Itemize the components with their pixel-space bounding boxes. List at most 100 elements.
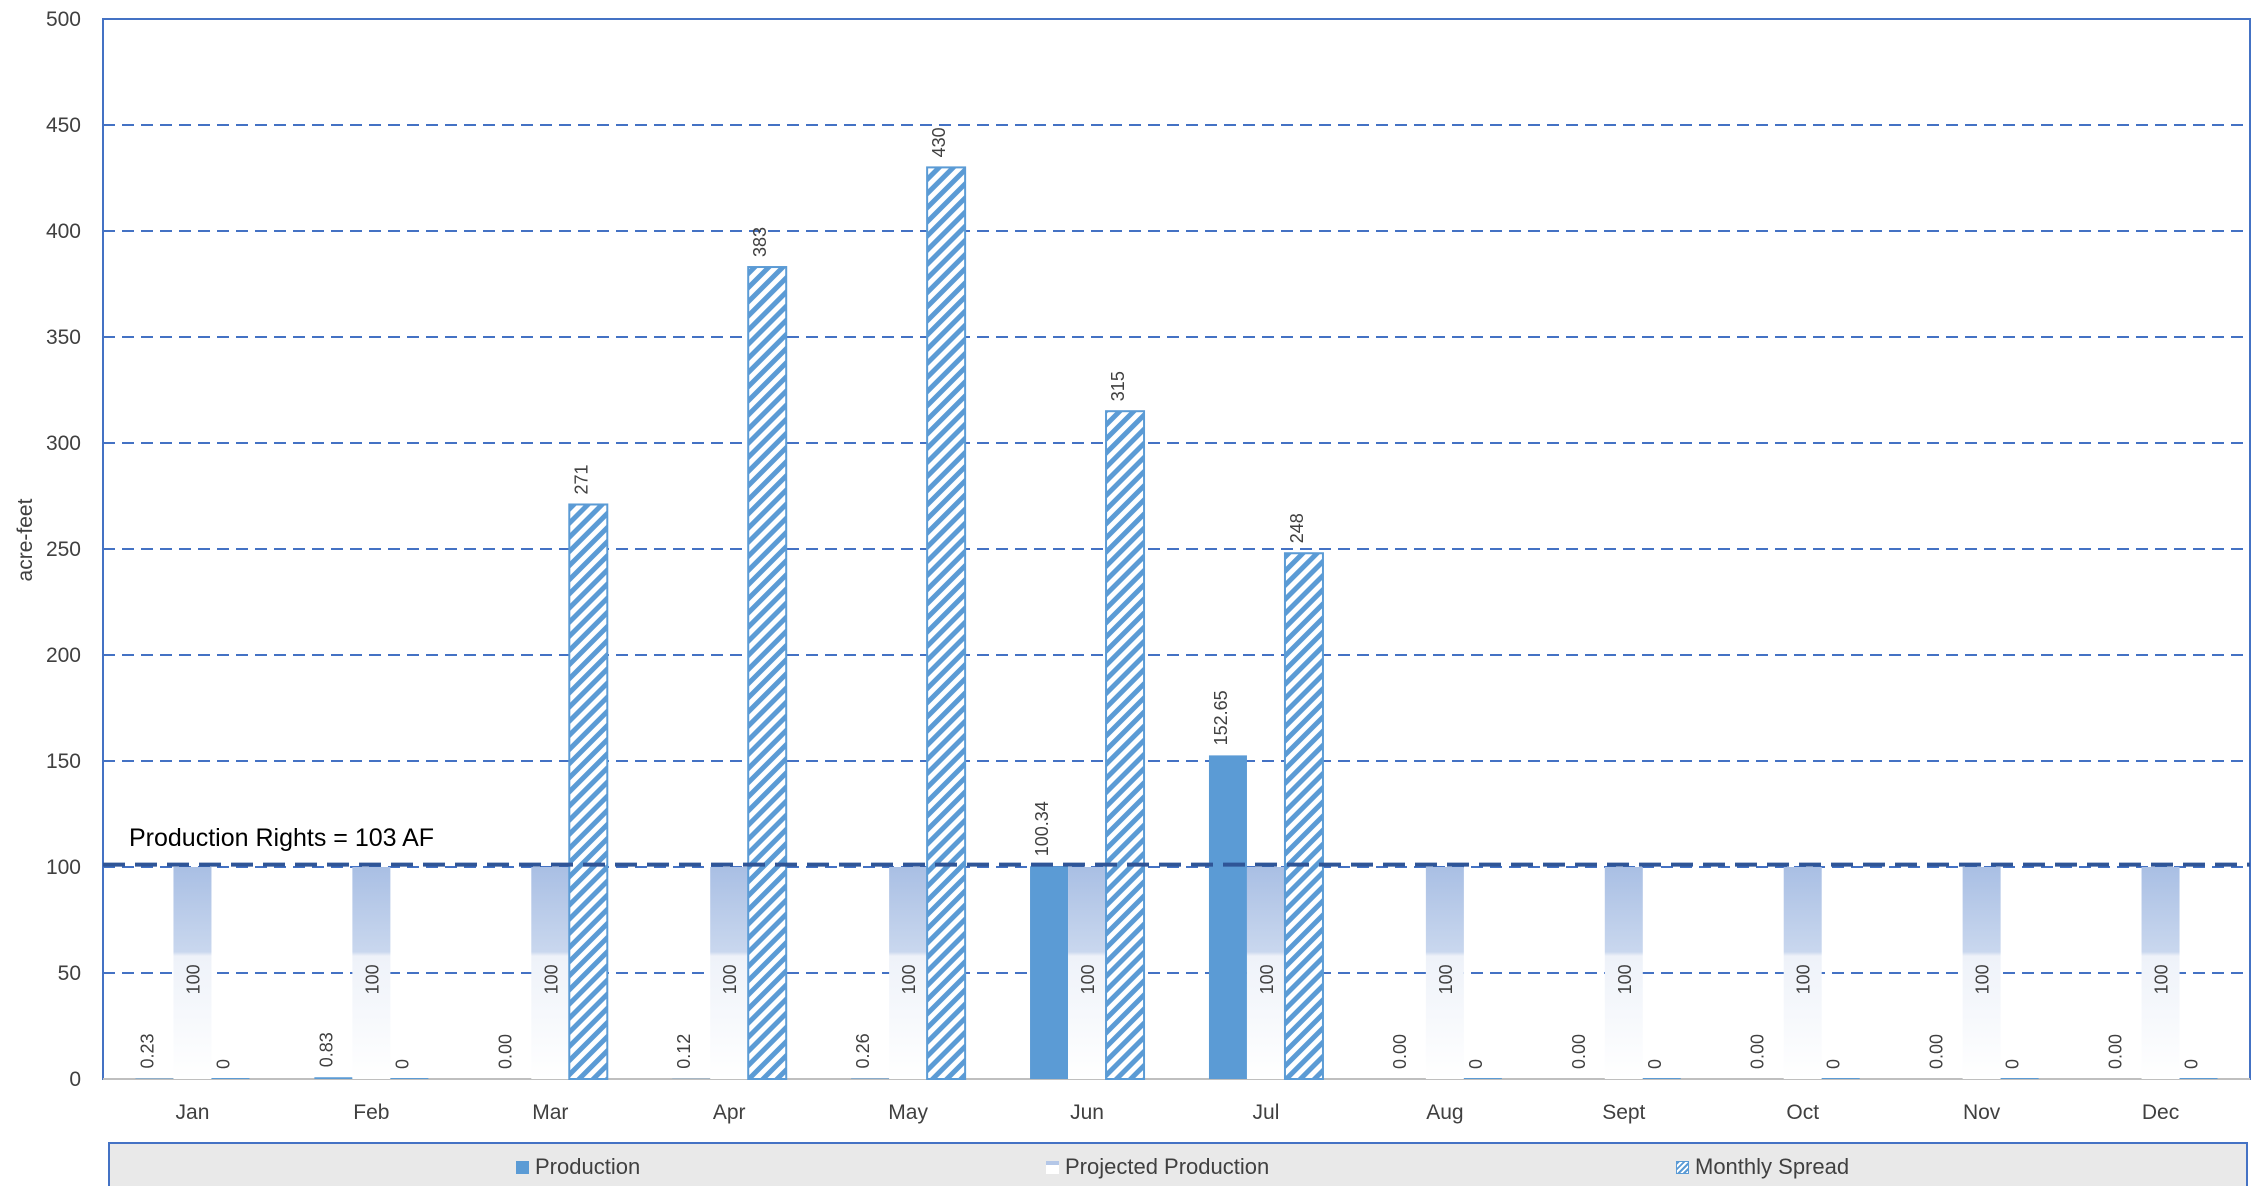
bar-monthly-spread-sept <box>1642 1078 1681 1079</box>
bar-projected-production-jun <box>1068 867 1107 1079</box>
data-label-projected-production-mar: 100 <box>541 964 561 994</box>
data-label-monthly-spread-sept: 0 <box>1645 1059 1665 1069</box>
data-label-production-may: 0.26 <box>853 1033 873 1068</box>
y-tick-label: 200 <box>46 644 81 667</box>
bar-monthly-spread-jul <box>1283 552 1324 1080</box>
data-label-projected-production-feb: 100 <box>362 964 382 994</box>
y-tick-label: 350 <box>46 326 81 349</box>
bar-projected-production-aug <box>1425 867 1464 1079</box>
bar-monthly-spread-feb <box>390 1078 429 1079</box>
x-tick-label-oct: Oct <box>1786 1101 1819 1124</box>
y-tick-label: 250 <box>46 538 81 561</box>
data-label-monthly-spread-dec: 0 <box>2182 1059 2202 1069</box>
legend-swatch-projected-production <box>1046 1160 1059 1174</box>
bar-monthly-spread-may <box>926 166 967 1080</box>
legend: Production Projected Production Monthly … <box>108 1142 2248 1186</box>
data-label-monthly-spread-jan: 0 <box>213 1059 233 1069</box>
data-label-monthly-spread-feb: 0 <box>392 1059 412 1069</box>
data-label-monthly-spread-aug: 0 <box>1466 1059 1486 1069</box>
y-tick-label: 500 <box>46 8 81 31</box>
data-label-production-jan: 0.23 <box>137 1033 157 1068</box>
y-tick-label: 300 <box>46 432 81 455</box>
data-label-projected-production-oct: 100 <box>1794 964 1814 994</box>
x-tick-label-feb: Feb <box>353 1101 389 1124</box>
bar-production-jul <box>1208 755 1247 1079</box>
y-axis-label: acre-feet <box>14 498 37 581</box>
y-tick-label: 150 <box>46 750 81 773</box>
data-label-production-apr: 0.12 <box>674 1034 694 1069</box>
data-label-production-oct: 0.00 <box>1748 1034 1768 1069</box>
y-tick-label: 50 <box>58 962 81 985</box>
axes: 0 50 100 150 200 250 300 350 400 450 500 Jan Feb Mar A… <box>46 8 2251 1124</box>
legend-label-production: Production <box>535 1154 641 1179</box>
bars <box>135 166 2218 1081</box>
bar-projected-production-jan <box>173 867 212 1079</box>
y-tick-label: 100 <box>46 856 81 879</box>
bar-monthly-spread-jan <box>211 1078 250 1079</box>
bar-projected-production-apr <box>710 867 749 1079</box>
bar-monthly-spread-mar <box>568 503 609 1081</box>
bar-projected-production-feb <box>352 867 391 1079</box>
bar-production-may <box>851 1078 890 1079</box>
legend-label-monthly-spread: Monthly Spread <box>1695 1154 1850 1179</box>
bar-monthly-spread-apr <box>747 266 788 1081</box>
production-rights-annotation: Production Rights = 103 AF <box>129 824 434 852</box>
data-label-projected-production-aug: 100 <box>1436 964 1456 994</box>
data-label-production-jul: 152.65 <box>1211 690 1231 745</box>
bar-monthly-spread-jun <box>1105 410 1146 1080</box>
data-label-projected-production-apr: 100 <box>720 964 740 994</box>
bar-projected-production-jul <box>1246 867 1285 1079</box>
data-label-monthly-spread-jun: 315 <box>1108 371 1128 401</box>
data-label-projected-production-jul: 100 <box>1257 964 1277 994</box>
bar-projected-production-sept <box>1604 867 1643 1079</box>
data-label-monthly-spread-may: 430 <box>929 127 949 157</box>
x-tick-label-sept: Sept <box>1602 1101 1645 1124</box>
y-tick-label: 0 <box>69 1068 81 1091</box>
legend-swatch-production <box>516 1160 529 1174</box>
bar-projected-production-nov <box>1962 867 2001 1079</box>
data-label-projected-production-jan: 100 <box>183 964 203 994</box>
data-label-production-jun: 100.34 <box>1032 801 1052 856</box>
legend-item-production: Production <box>516 1154 640 1180</box>
data-label-projected-production-sept: 100 <box>1615 964 1635 994</box>
bar-monthly-spread-dec <box>2179 1078 2218 1079</box>
y-tick-label: 400 <box>46 220 81 243</box>
data-label-projected-production-nov: 100 <box>1973 964 1993 994</box>
x-tick-label-jun: Jun <box>1070 1101 1104 1124</box>
bar-projected-production-dec <box>2141 867 2180 1079</box>
bar-production-jun <box>1030 866 1069 1079</box>
legend-item-projected-production: Projected Production <box>1046 1154 1269 1180</box>
bar-monthly-spread-nov <box>2000 1078 2039 1079</box>
data-label-projected-production-dec: 100 <box>2152 964 2172 994</box>
gridlines <box>103 124 2250 974</box>
data-label-production-dec: 0.00 <box>2106 1034 2126 1069</box>
data-label-projected-production-jun: 100 <box>1078 964 1098 994</box>
x-tick-label-jan: Jan <box>176 1101 210 1124</box>
data-label-production-feb: 0.83 <box>316 1032 336 1067</box>
data-label-monthly-spread-oct: 0 <box>1824 1059 1844 1069</box>
x-tick-label-mar: Mar <box>532 1101 568 1124</box>
legend-label-projected-production: Projected Production <box>1065 1154 1270 1179</box>
data-labels: 0.23 100 0 0.83 100 0 0.00 100 271 0.12 100 383 0.26… <box>137 127 2201 1069</box>
bar-monthly-spread-aug <box>1463 1078 1502 1079</box>
x-tick-label-nov: Nov <box>1963 1101 2001 1124</box>
data-label-production-aug: 0.00 <box>1390 1034 1410 1069</box>
legend-item-monthly-spread: Monthly Spread <box>1676 1154 1849 1180</box>
x-tick-label-dec: Dec <box>2142 1101 2179 1124</box>
bar-projected-production-oct <box>1783 867 1822 1079</box>
bar-projected-production-may <box>889 867 928 1079</box>
bar-projected-production-mar <box>531 867 570 1079</box>
data-label-production-mar: 0.00 <box>495 1034 515 1069</box>
y-tick-label: 450 <box>46 114 81 137</box>
x-tick-label-aug: Aug <box>1426 1101 1463 1124</box>
bar-production-feb <box>314 1077 353 1079</box>
data-label-monthly-spread-nov: 0 <box>2003 1059 2023 1069</box>
x-tick-label-may: May <box>888 1101 928 1124</box>
bar-monthly-spread-oct <box>1821 1078 1860 1079</box>
data-label-production-sept: 0.00 <box>1569 1034 1589 1069</box>
data-label-monthly-spread-apr: 383 <box>750 227 770 257</box>
data-label-production-nov: 0.00 <box>1927 1034 1947 1069</box>
data-label-projected-production-may: 100 <box>899 964 919 994</box>
x-tick-label-apr: Apr <box>713 1101 746 1124</box>
